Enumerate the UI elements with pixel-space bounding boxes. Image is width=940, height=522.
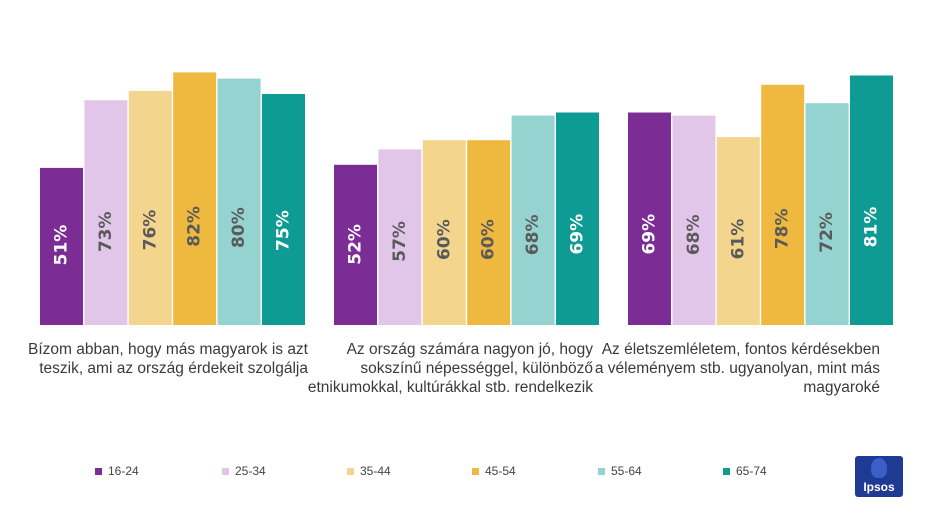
legend-item-55-64: 55-64: [598, 464, 642, 478]
bar-16-24-group-2: [334, 164, 377, 325]
legend-swatch: [95, 467, 102, 475]
logo-mark-icon: [871, 458, 887, 478]
bar-35-44-group-2: [422, 140, 466, 325]
bar-value-label: 52%: [346, 224, 366, 265]
bar-value-label: 78%: [773, 208, 793, 249]
bar-35-44-group-1: [128, 90, 172, 326]
category-label-1: Bízom abban, hogy más magyarok is azt te…: [28, 341, 308, 377]
bar-55-64-group-1: [217, 78, 261, 325]
legend-swatch: [598, 467, 605, 475]
bar-65-74-group-2: [556, 112, 599, 325]
bar-value-label: 80%: [229, 207, 249, 248]
bar-25-34-group-3: [672, 115, 716, 325]
legend-label: 65-74: [736, 464, 767, 478]
bar-25-34-group-1: [84, 100, 128, 325]
legend-label: 25-34: [235, 464, 266, 478]
bar-value-label: 82%: [185, 206, 205, 247]
ipsos-logo: Ipsos: [855, 456, 903, 497]
bar-value-label: 68%: [684, 214, 704, 255]
bar-value-label: 61%: [728, 219, 748, 260]
legend-item-16-24: 16-24: [95, 464, 139, 478]
bar-value-label: 69%: [568, 214, 588, 255]
legend-label: 55-64: [611, 464, 642, 478]
bar-value-label: 69%: [640, 214, 660, 255]
bar-45-54-group-1: [173, 72, 217, 326]
logo-text: Ipsos: [863, 480, 895, 494]
legend-swatch: [347, 467, 354, 475]
bar-value-label: 73%: [96, 211, 116, 252]
bar-65-74-group-1: [262, 94, 305, 325]
legend-label: 35-44: [360, 464, 391, 478]
bar-value-label: 68%: [523, 214, 543, 255]
legend-label: 16-24: [108, 464, 139, 478]
legend-swatch: [472, 467, 479, 475]
category-label-3: Az életszemléletem, fontos kérdésekben a…: [594, 341, 880, 396]
legend-item-65-74: 65-74: [723, 464, 767, 478]
bar-16-24-group-3: [628, 112, 671, 325]
legend-swatch: [222, 467, 229, 475]
category-label-2: Az ország számára nagyon jó, hogy sokszí…: [307, 341, 593, 396]
bar-16-24-group-1: [40, 167, 83, 325]
bar-65-74-group-3: [850, 75, 893, 325]
bar-value-label: 72%: [817, 212, 837, 253]
legend-item-45-54: 45-54: [472, 464, 516, 478]
bar-value-label: 81%: [862, 207, 882, 248]
bar-45-54-group-3: [761, 84, 805, 325]
bar-55-64-group-3: [805, 103, 849, 325]
bar-value-label: 60%: [479, 219, 499, 260]
bar-35-44-group-3: [716, 137, 760, 325]
bar-value-label: 51%: [52, 225, 72, 266]
bar-45-54-group-2: [467, 140, 511, 325]
legend-swatch: [723, 467, 730, 475]
legend-item-25-34: 25-34: [222, 464, 266, 478]
bar-55-64-group-2: [511, 115, 555, 325]
bar-value-label: 75%: [274, 210, 294, 251]
bar-25-34-group-2: [378, 149, 422, 325]
legend-label: 45-54: [485, 464, 516, 478]
legend-item-35-44: 35-44: [347, 464, 391, 478]
bar-value-label: 57%: [390, 221, 410, 262]
bar-value-label: 60%: [434, 219, 454, 260]
bar-value-label: 76%: [140, 210, 160, 251]
